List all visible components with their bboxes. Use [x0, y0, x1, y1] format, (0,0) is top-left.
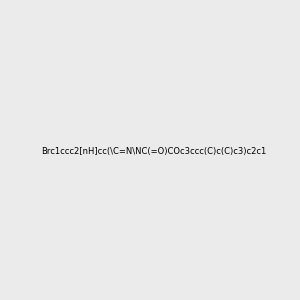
Text: Brc1ccc2[nH]cc(\C=N\NC(=O)COc3ccc(C)c(C)c3)c2c1: Brc1ccc2[nH]cc(\C=N\NC(=O)COc3ccc(C)c(C)…: [41, 147, 266, 156]
